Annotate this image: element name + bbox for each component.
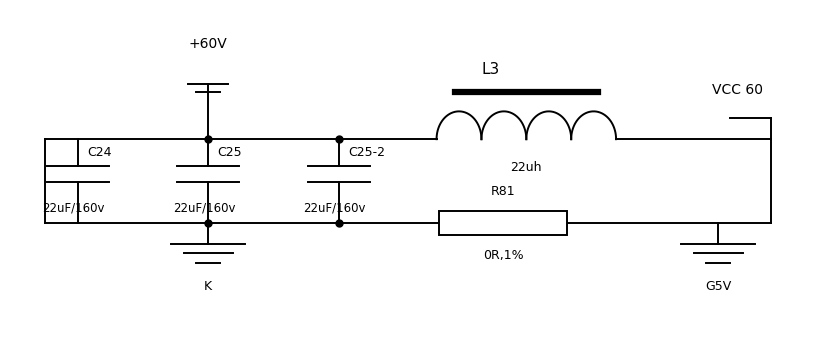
Text: VCC 60: VCC 60 xyxy=(712,84,763,97)
Text: 22uF/160v: 22uF/160v xyxy=(42,201,105,214)
Bar xyxy=(439,211,567,235)
Text: +60V: +60V xyxy=(188,37,228,50)
Text: G5V: G5V xyxy=(705,280,731,293)
Text: C24: C24 xyxy=(86,146,111,159)
Text: 22uh: 22uh xyxy=(511,160,542,174)
Text: K: K xyxy=(204,280,212,293)
Text: C25-2: C25-2 xyxy=(348,146,385,159)
Text: 22uF/160v: 22uF/160v xyxy=(304,201,366,214)
Text: C25: C25 xyxy=(217,146,242,159)
Text: L3: L3 xyxy=(481,62,499,77)
Text: R81: R81 xyxy=(490,185,516,198)
Text: 22uF/160v: 22uF/160v xyxy=(173,201,236,214)
Text: 0R,1%: 0R,1% xyxy=(483,249,523,262)
